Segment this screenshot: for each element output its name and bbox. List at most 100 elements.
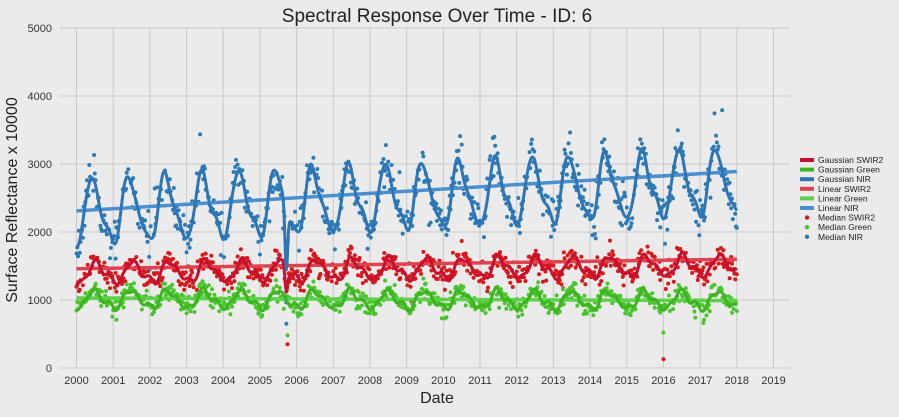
median-nir-point (551, 199, 556, 204)
median-swir2-point (143, 270, 148, 275)
median-green-point (184, 311, 189, 316)
median-swir2-point (274, 249, 279, 253)
median-swir2-point (176, 279, 181, 284)
median-nir-point (532, 149, 537, 154)
median-green-point (193, 293, 198, 298)
x-tick-label: 2013 (541, 375, 565, 387)
median-nir-point (428, 220, 433, 225)
median-green-point (702, 317, 707, 322)
median-swir2-point (631, 277, 636, 282)
median-swir2-point (421, 249, 426, 254)
median-nir-point (529, 137, 534, 142)
median-swir2-point (352, 253, 357, 258)
median-swir2-point (595, 255, 600, 260)
median-swir2-point (155, 271, 160, 275)
median-green-point (503, 292, 508, 297)
median-swir2-point (230, 286, 234, 291)
median-swir2-point (727, 276, 732, 281)
median-green-point (647, 301, 652, 306)
median-green-point (373, 311, 378, 316)
median-nir-point (612, 169, 616, 174)
median-nir-point (472, 200, 477, 205)
median-swir2-point (435, 277, 440, 281)
legend-label: Linear SWIR2 (818, 184, 871, 194)
median-nir-point (734, 225, 739, 230)
median-swir2-point (308, 269, 313, 274)
median-swir2-point (481, 280, 486, 285)
median-nir-point (492, 134, 497, 139)
median-swir2-point (652, 254, 657, 259)
median-green-point (428, 300, 433, 305)
median-green-point (260, 313, 265, 318)
median-nir-point (336, 227, 341, 232)
median-green-point (539, 289, 544, 294)
median-swir2-point (325, 277, 330, 282)
median-swir2-point (293, 283, 297, 287)
median-nir-point (563, 151, 568, 156)
y-axis-label: Surface Reflectance x 10000 (4, 97, 21, 303)
median-nir-point (234, 157, 238, 162)
median-green-point (168, 285, 173, 290)
median-green-point (271, 286, 276, 291)
median-green-point (378, 302, 383, 307)
median-green-point (683, 286, 688, 291)
median-nir-point (171, 186, 176, 190)
median-nir-point (552, 228, 557, 232)
median-green-point (210, 287, 215, 292)
median-nir-point (379, 160, 384, 165)
median-swir2-point (229, 281, 234, 286)
median-swir2-point (721, 248, 726, 253)
median-swir2-point (188, 273, 193, 278)
legend-swatch (804, 234, 810, 239)
median-swir2-point (408, 284, 413, 289)
median-swir2-point (108, 286, 112, 291)
median-swir2-point (715, 247, 720, 252)
median-swir2-point (359, 274, 364, 279)
median-green-point (192, 310, 197, 314)
median-nir-point (488, 154, 493, 159)
median-nir-point (113, 256, 118, 261)
legend-swatch (804, 215, 810, 220)
median-nir-point (620, 179, 625, 184)
median-swir2-point (666, 281, 671, 286)
median-green-point (383, 278, 388, 283)
median-swir2-point (456, 252, 461, 257)
median-nir-point (568, 130, 573, 135)
median-nir-point (256, 239, 261, 244)
median-nir-point (464, 174, 469, 179)
median-swir2-point (663, 287, 668, 291)
median-nir-point (456, 148, 461, 153)
median-green-point (299, 312, 304, 317)
median-swir2-point (183, 270, 188, 275)
median-green-point (487, 307, 492, 312)
median-swir2-point (187, 284, 192, 288)
median-green-point (393, 293, 398, 297)
y-tick-label: 4000 (28, 91, 52, 103)
median-green-point (76, 300, 81, 305)
median-nir-point (190, 199, 195, 204)
median-swir2-point (600, 271, 605, 276)
median-green-point (242, 283, 247, 287)
median-swir2-point (233, 260, 238, 265)
median-swir2-point (260, 273, 265, 278)
median-green-point (680, 294, 685, 299)
median-swir2-point (182, 287, 187, 292)
median-green-point (222, 300, 226, 305)
median-nir-point (730, 217, 735, 222)
median-nir-point (692, 207, 697, 212)
median-swir2-point (202, 261, 207, 266)
median-nir-point (711, 144, 716, 149)
median-nir-point (293, 209, 297, 214)
median-green-point (100, 289, 104, 294)
median-swir2-point (301, 288, 306, 293)
median-nir-point (716, 144, 721, 149)
median-green-point (658, 310, 663, 315)
median-swir2-point (561, 250, 566, 255)
median-swir2-point (510, 285, 515, 289)
median-nir-point (396, 213, 401, 218)
median-nir-point (529, 141, 534, 146)
median-nir-point (509, 223, 514, 228)
median-nir-point (216, 212, 221, 217)
linear-trend-nir (76, 169, 737, 213)
median-swir2-point (225, 282, 230, 287)
